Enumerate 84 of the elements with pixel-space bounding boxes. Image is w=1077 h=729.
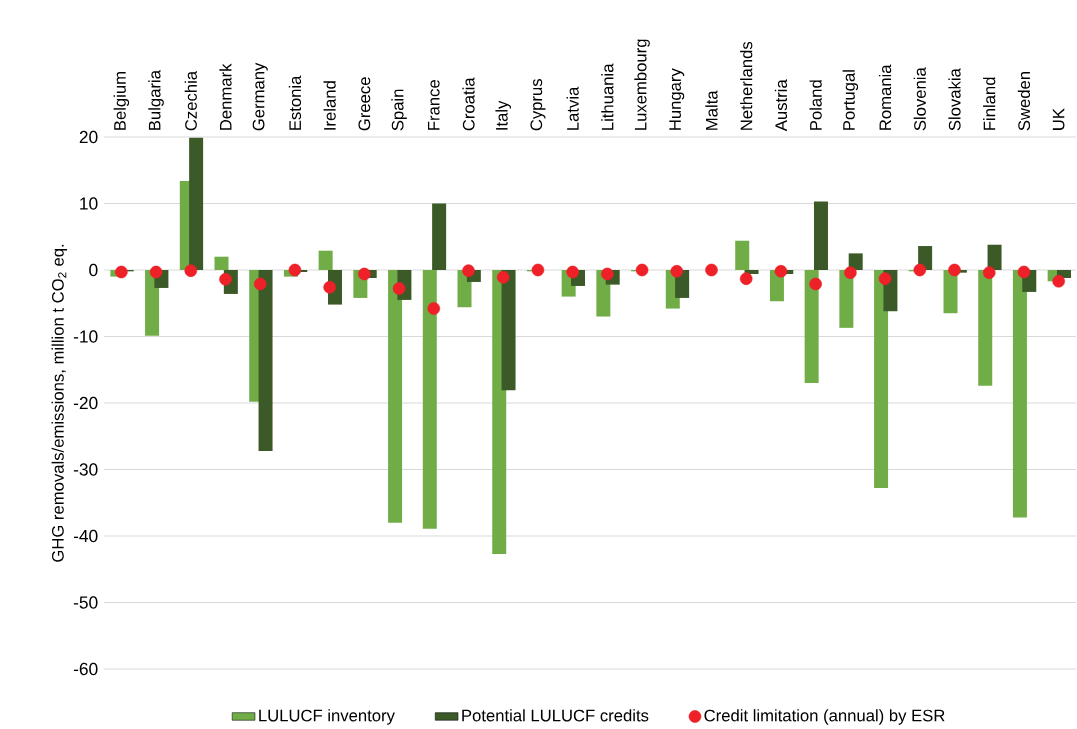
x-tick-label: Denmark bbox=[219, 63, 232, 130]
legend-label: LULUCF inventory bbox=[259, 709, 395, 725]
point bbox=[948, 263, 961, 277]
y-tick-label: -50 bbox=[73, 596, 98, 609]
bar bbox=[735, 240, 750, 270]
point bbox=[149, 265, 163, 279]
x-tick-label: Croatia bbox=[462, 77, 475, 131]
point bbox=[566, 265, 579, 279]
y-tick-label: -20 bbox=[73, 396, 98, 410]
point bbox=[844, 266, 857, 279]
x-tick-label: Cyprus bbox=[530, 78, 546, 131]
bar bbox=[987, 244, 1002, 270]
x-tick-label: Belgium bbox=[113, 72, 130, 130]
point bbox=[809, 277, 822, 291]
point bbox=[358, 267, 371, 281]
point bbox=[913, 263, 927, 277]
x-tick-label: Hungary bbox=[669, 68, 685, 130]
bar bbox=[839, 270, 854, 328]
x-tick-label: Netherlands bbox=[740, 41, 753, 130]
x-tick-label: UK bbox=[1052, 108, 1065, 130]
bar bbox=[388, 270, 403, 523]
x-tick-label: Sweden bbox=[1017, 72, 1031, 131]
point bbox=[462, 264, 475, 277]
bar bbox=[1012, 270, 1027, 518]
x-tick-label: Romania bbox=[878, 64, 892, 130]
point bbox=[288, 263, 302, 277]
bar bbox=[432, 203, 447, 270]
legend-label: Credit limitation (annual) by ESR bbox=[704, 709, 945, 725]
x-tick-label: Spain bbox=[391, 89, 407, 131]
x-tick-label: Czechia bbox=[184, 70, 197, 131]
bar bbox=[501, 270, 516, 391]
y-tick-label: 0 bbox=[89, 263, 98, 277]
point bbox=[184, 264, 198, 277]
y-tick-label: -60 bbox=[73, 662, 98, 676]
y-tick-label: 10 bbox=[80, 197, 98, 210]
point bbox=[1017, 265, 1031, 279]
x-tick-label: Portugal bbox=[842, 70, 859, 130]
y-tick-label: -10 bbox=[73, 330, 98, 343]
x-tick-label: Austria bbox=[774, 79, 788, 132]
legend-label: Potential LULUCF credits bbox=[462, 709, 649, 722]
x-tick-label: Finland bbox=[983, 77, 996, 130]
bar bbox=[258, 270, 273, 451]
y-axis-title: GHG removals/emissions, million t CO$_{2}$ eq. bbox=[51, 244, 68, 562]
point bbox=[774, 265, 788, 278]
x-tick-label: Malta bbox=[705, 90, 718, 130]
point bbox=[115, 265, 128, 279]
point bbox=[670, 265, 684, 278]
point bbox=[705, 263, 718, 277]
point bbox=[601, 267, 614, 281]
point bbox=[982, 266, 996, 279]
x-tick-label: Bulgaria bbox=[148, 70, 164, 130]
bar bbox=[978, 270, 993, 386]
point bbox=[739, 272, 753, 285]
bar bbox=[804, 270, 819, 384]
y-tick-label: -30 bbox=[73, 463, 98, 476]
bar bbox=[214, 256, 229, 270]
point bbox=[531, 263, 545, 277]
bar bbox=[189, 137, 204, 270]
point bbox=[253, 277, 267, 291]
x-tick-label: Ireland bbox=[323, 81, 336, 130]
bar bbox=[422, 270, 437, 529]
point bbox=[427, 302, 441, 315]
x-tick-label: Estonia bbox=[288, 75, 302, 130]
x-tick-label: Latvia bbox=[566, 86, 579, 130]
bar bbox=[874, 270, 889, 489]
x-tick-label: Germany bbox=[252, 62, 268, 131]
x-tick-label: Luxembourg bbox=[634, 39, 650, 130]
x-tick-label: Slovenia bbox=[913, 67, 926, 131]
x-tick-label: Greece bbox=[358, 77, 371, 131]
x-tick-label: Italy bbox=[495, 100, 511, 130]
point bbox=[496, 271, 510, 284]
x-tick-label: France bbox=[427, 80, 440, 130]
y-tick-label: 20 bbox=[79, 130, 98, 144]
bar bbox=[848, 253, 863, 270]
x-tick-label: Poland bbox=[809, 80, 822, 130]
y-tick-label: -40 bbox=[73, 529, 98, 543]
x-tick-label: Slovakia bbox=[948, 68, 961, 131]
point bbox=[1052, 275, 1065, 288]
bar bbox=[813, 201, 828, 270]
point bbox=[635, 263, 649, 277]
x-tick-label: Lithuania bbox=[601, 63, 614, 130]
bar bbox=[318, 250, 333, 270]
bar bbox=[943, 270, 958, 314]
point bbox=[878, 272, 892, 285]
